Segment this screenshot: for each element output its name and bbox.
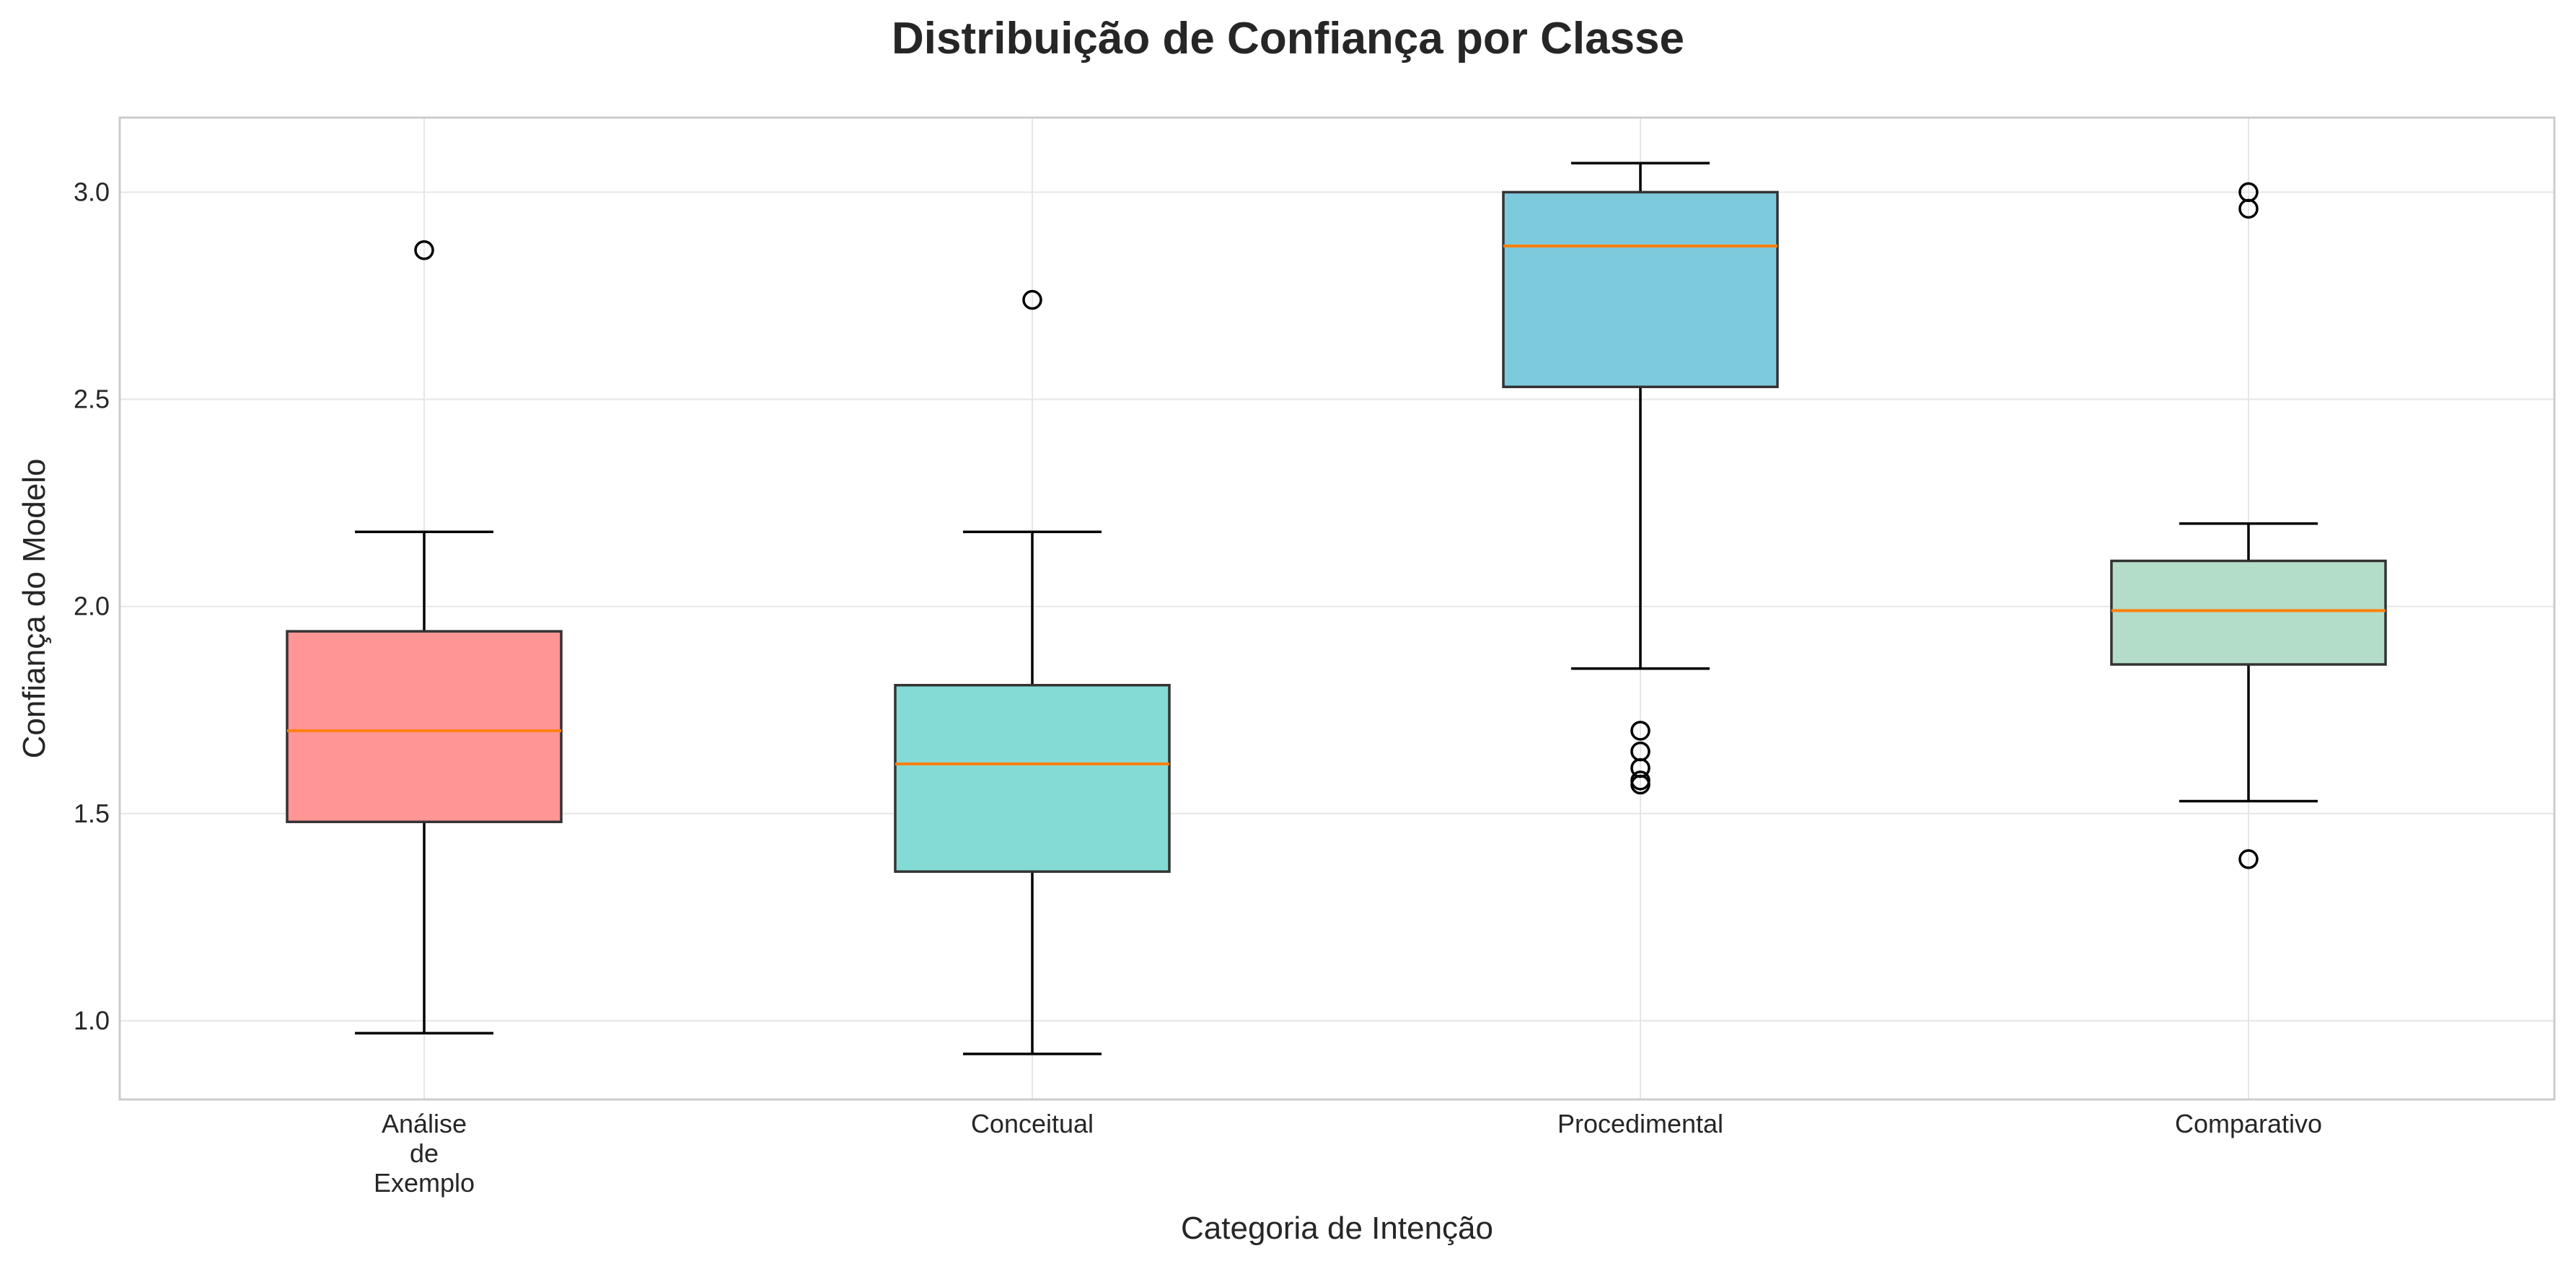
x-tick-label: Exemplo	[374, 1168, 475, 1198]
box	[2110, 559, 2387, 666]
x-tick-label: Comparativo	[2175, 1109, 2322, 1138]
box	[1502, 190, 1779, 389]
y-axis-ticks: 1.0 1.5 2.0 2.5 3.0	[74, 177, 110, 1035]
y-tick-label: 1.0	[74, 1006, 110, 1035]
outlier-point	[414, 240, 434, 260]
outlier-point	[1630, 774, 1650, 795]
y-tick-label: 1.5	[74, 799, 110, 828]
outlier-point	[1630, 721, 1650, 741]
chart-title: Distribuição de Confiança por Classe	[891, 14, 1685, 63]
y-tick-label: 2.0	[74, 592, 110, 621]
outlier-point	[2238, 849, 2259, 869]
box-group	[2110, 182, 2387, 869]
box	[894, 683, 1171, 873]
box-group	[286, 240, 563, 1035]
x-tick-label: Análise	[382, 1109, 467, 1138]
boxes	[286, 162, 2387, 1055]
x-tick-label: Procedimental	[1557, 1109, 1723, 1138]
y-tick-label: 2.5	[74, 384, 110, 413]
y-tick-label: 3.0	[74, 177, 110, 206]
box-group	[1502, 162, 1779, 795]
outlier-point	[2238, 198, 2259, 219]
y-axis-label: Confiança do Modelo	[17, 459, 52, 759]
x-tick-label: Conceitual	[971, 1109, 1094, 1138]
outlier-point	[1022, 289, 1042, 310]
x-axis-label: Categoria de Intenção	[1181, 1211, 1493, 1246]
plot-frame	[118, 116, 2556, 1101]
box	[286, 630, 563, 823]
x-tick-label: de	[410, 1138, 439, 1168]
box-group	[894, 289, 1171, 1055]
